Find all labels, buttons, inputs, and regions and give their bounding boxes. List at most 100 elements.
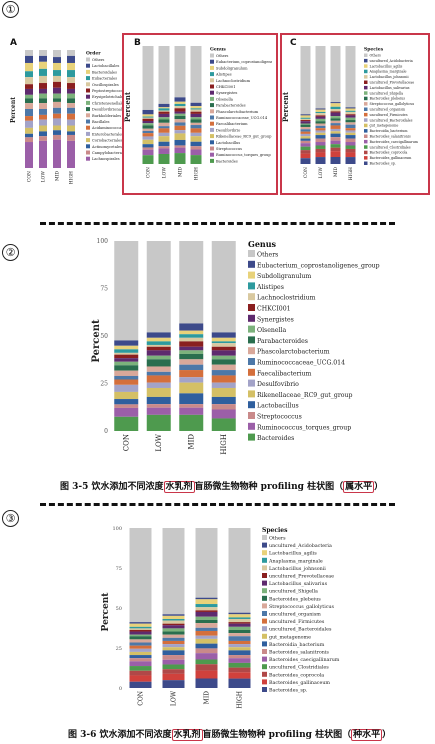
bar-segment-mid-3 (179, 334, 204, 338)
x-tick-label-high: HIGH (237, 691, 244, 709)
bar-segment-low-7 (146, 355, 171, 360)
bar-segment-high-2 (345, 108, 356, 111)
legend-entry: uncultured_Shigella (269, 589, 318, 595)
legend-entry: Olsenella (216, 97, 234, 101)
x-tick-label-high: HIGH (194, 167, 200, 180)
legend-entry: Lactobacillus_johnsonii (269, 566, 326, 572)
legend-swatch (86, 82, 90, 87)
bar-segment-con-13 (114, 391, 139, 400)
legend-entry: uncultured_Firmicutes (370, 113, 408, 117)
section-marker-1: ① (2, 1, 19, 18)
bar-segment-high-13 (190, 136, 202, 142)
legend-entry: Ruminococcaceae_UCG.014 (216, 116, 268, 120)
legend-title: Order (86, 51, 101, 57)
bar-segment-low-10 (162, 637, 185, 641)
bar-segment-con-10 (300, 129, 311, 132)
bar-segment-high-1 (345, 107, 356, 109)
bar-segment-high-4 (190, 109, 202, 112)
legend-swatch (364, 150, 368, 155)
bar-segment-mid-8 (174, 115, 186, 120)
caption-fig-3-6-prefix: 图 3-6 饮水添加不同浓度 (68, 730, 172, 740)
bar-segment-mid-4 (195, 607, 218, 611)
legend-swatch (364, 85, 368, 90)
bar-segment-high-4 (211, 343, 236, 347)
bar-segment-high-12 (345, 130, 356, 133)
bar-segment-high-5 (345, 114, 356, 116)
bar-segment-low-2 (162, 615, 185, 619)
bar-segment-mid-5 (330, 111, 341, 113)
bar-segment-high-16 (345, 142, 356, 146)
bar-segment-low-14 (158, 141, 170, 147)
bar-segment-con-3 (300, 117, 311, 119)
caption-fig-3-6-highlight-2: 种水平 (351, 729, 383, 741)
bar-segment-low-14 (146, 396, 171, 405)
bar-segment-high-17 (211, 418, 236, 431)
bar-segment-low-7 (315, 118, 326, 122)
panel-label-c: C (290, 38, 297, 48)
bar-segment-low-5 (162, 623, 185, 626)
legend-entry: Lactobacillales (92, 64, 119, 68)
bar-segment-low-16 (39, 140, 47, 168)
bar-segment-mid-19 (330, 151, 341, 157)
bar-segment-con-15 (25, 137, 33, 143)
bar-segment-con-10 (129, 642, 152, 646)
bar-segment-con-3 (142, 116, 154, 118)
legend-entry: Erysipelotrichales (92, 95, 122, 99)
legend-swatch (262, 573, 267, 578)
bar-segment-con-20 (300, 158, 311, 164)
bar-segment-mid-1 (53, 57, 61, 63)
bar-segment-low-17 (315, 145, 326, 149)
bar-segment-mid-10 (179, 364, 204, 371)
legend-swatch (86, 125, 90, 130)
x-tick-label-low: LOW (318, 167, 324, 179)
legend-entry: Lactobacillus_johnsonii (370, 75, 409, 79)
bar-segment-high-9 (211, 364, 236, 371)
legend-swatch (210, 115, 214, 120)
bar-segment-low-12 (158, 132, 170, 137)
bar-segment-mid-7 (174, 113, 186, 116)
bar-segment-low-8 (315, 121, 326, 124)
bar-segment-con-4 (300, 118, 311, 121)
bar-segment-low-15 (39, 136, 47, 141)
bar-segment-low-1 (39, 55, 47, 62)
caption-fig-3-5-prefix: 图 3-5 饮水添加不同浓度 (60, 482, 164, 492)
bar-segment-con-15 (142, 147, 154, 150)
x-tick-label-mid: MID (178, 167, 184, 177)
legend-swatch (262, 588, 267, 594)
caption-fig-3-5-mid: 盲肠微生物物种 profiling 柱状图 (194, 482, 335, 492)
bar-segment-mid-6 (174, 111, 186, 114)
bar-segment-con-14 (129, 655, 152, 659)
bar-segment-con-4 (25, 77, 33, 85)
bar-segment-con-11 (25, 116, 33, 121)
bar-segment-mid-3 (174, 103, 186, 107)
legend-entry: Others (269, 536, 286, 542)
bar-segment-con-13 (129, 651, 152, 656)
x-tick-label-con: CON (303, 167, 309, 178)
bar-segment-mid-0 (195, 528, 218, 598)
bar-segment-high-14 (67, 131, 75, 135)
x-tick-label-con: CON (146, 167, 152, 178)
legend-entry: Ruminococcus_torques_group (257, 424, 351, 431)
legend-swatch (364, 69, 368, 74)
legend-swatch (364, 91, 368, 95)
bar-segment-high-15 (345, 138, 356, 143)
bar-segment-low-17 (158, 153, 170, 164)
legend-swatch (262, 618, 267, 624)
bar-segment-mid-2 (330, 103, 341, 107)
bar-segment-mid-7 (53, 93, 61, 99)
bar-segment-low-12 (39, 119, 47, 126)
bar-segment-low-10 (315, 125, 326, 129)
x-tick-label-mid: MID (204, 691, 211, 705)
legend-swatch (86, 138, 90, 143)
legend-entry: Bacteroides_coprocola (370, 151, 408, 155)
bar-segment-high-17 (190, 155, 202, 164)
bar-segment-con-6 (129, 631, 152, 635)
bar-segment-con-17 (114, 416, 139, 431)
legend-title: Genus (248, 239, 277, 249)
bar-segment-high-16 (190, 149, 202, 156)
x-tick-label-mid: MID (333, 167, 339, 177)
caption-fig-3-6-highlight-1: 水乳剂 (171, 729, 203, 741)
legend-swatch (210, 65, 214, 70)
legend-swatch (86, 100, 90, 105)
